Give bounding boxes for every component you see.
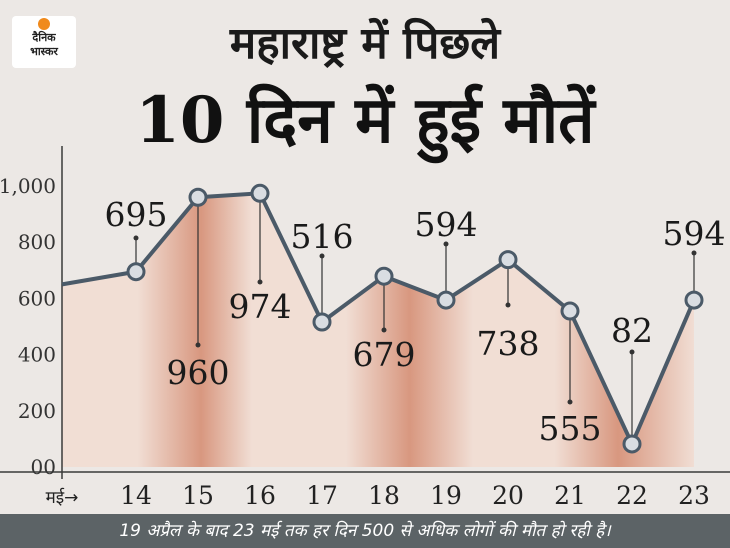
sun-icon (38, 18, 50, 30)
data-label: 516 (291, 217, 354, 256)
footer-bar: 19 अप्रैल के बाद 23 मई तक हर दिन 500 से … (0, 514, 730, 548)
area-fill (62, 193, 694, 467)
leader-dot (381, 327, 387, 333)
x-tick-label: 20 (492, 481, 524, 510)
x-tick-label: 15 (182, 481, 214, 510)
leader-dot (505, 302, 511, 308)
x-tick-label: 17 (306, 481, 338, 510)
data-point (436, 290, 456, 310)
leader-dot (257, 279, 263, 285)
footer-note: 19 अप्रैल के बाद 23 मई तक हर दिन 500 से … (119, 521, 611, 541)
leader-dot (195, 342, 201, 348)
leader-dot (567, 399, 573, 405)
data-point (374, 266, 394, 286)
deaths-line-chart: 695 960 974 516 679 594 738 555 82 594 00 200 400 60… (0, 146, 730, 510)
data-label: 555 (539, 409, 602, 448)
x-prefix-label: मई→ (46, 487, 79, 508)
x-tick-label: 19 (430, 481, 462, 510)
data-label: 82 (611, 311, 653, 350)
x-tick-label: 14 (120, 481, 152, 510)
x-tick-label: 22 (616, 481, 648, 510)
dainik-bhaskar-logo: दैनिक भास्कर (12, 16, 76, 68)
data-label: 679 (353, 335, 416, 374)
chart-title-line1: महाराष्ट्र में पिछले (229, 18, 501, 69)
y-tick-label: 200 (18, 399, 56, 423)
data-point (560, 301, 580, 321)
y-tick-label: 00 (31, 455, 56, 479)
data-point (622, 434, 642, 454)
y-tick-label: 1,000 (0, 174, 56, 198)
y-tick-label: 800 (18, 230, 56, 254)
data-label: 695 (105, 195, 168, 234)
data-label: 974 (229, 287, 292, 326)
logo-text-line2: भास्कर (30, 45, 58, 58)
chart-title-line2: 10 दिन में हुई मौतें (135, 83, 595, 158)
data-point (188, 187, 208, 207)
leader-dot (629, 349, 635, 355)
leader-dot (443, 241, 449, 247)
leader-dot (691, 250, 697, 256)
leader-dot (319, 253, 325, 259)
x-tick-label: 16 (244, 481, 276, 510)
data-label: 594 (663, 214, 726, 253)
data-point (684, 290, 704, 310)
x-tick-label: 23 (678, 481, 710, 510)
data-label: 960 (167, 353, 230, 392)
logo-text-line1: दैनिक (32, 31, 56, 44)
leader-dot (133, 235, 139, 241)
data-point (126, 262, 146, 282)
y-tick-label: 400 (18, 343, 56, 367)
data-point (312, 312, 332, 332)
x-tick-label: 18 (368, 481, 400, 510)
data-label: 738 (477, 324, 540, 363)
y-tick-label: 600 (18, 286, 56, 310)
x-tick-label: 21 (554, 481, 586, 510)
data-point (250, 183, 270, 203)
data-point (498, 250, 518, 270)
data-label: 594 (415, 205, 478, 244)
